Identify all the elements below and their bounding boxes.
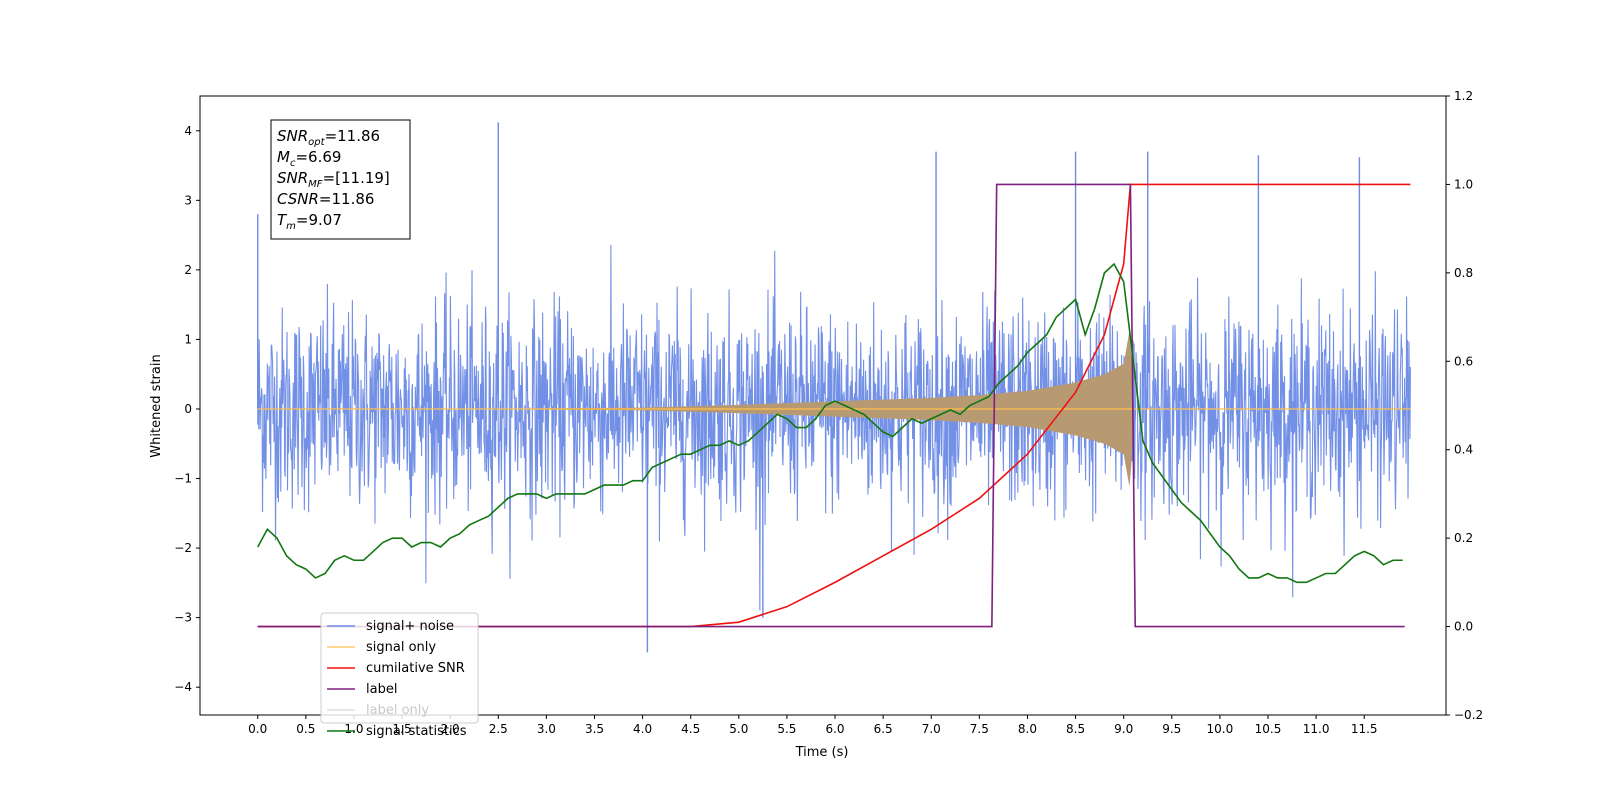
x-tick-label: 7.0 [922,722,941,736]
y-tick-label: −1 [174,472,192,486]
x-tick-label: 1.5 [393,722,412,736]
legend-label: label [366,682,397,697]
x-tick-label: 5.0 [729,722,748,736]
y-tick-label: −2 [174,541,192,555]
x-tick-label: 4.0 [633,722,652,736]
x-tick-label: 5.5 [777,722,796,736]
x-tick-label: 8.0 [1018,722,1037,736]
annotation-line: CSNR=11.86 [277,190,374,208]
y2-tick-label: 0.0 [1454,620,1473,634]
x-tick-label: 8.5 [1066,722,1085,736]
x-tick-label: 4.5 [681,722,700,736]
y2-tick-label: −0.2 [1454,708,1483,722]
y-tick-label: −4 [174,680,192,694]
y-axis-label: Whitened strain [149,354,164,457]
y-axis-left: −4 −3 −2 −1 0 1 2 3 4 [174,124,200,694]
legend-label: signal only [366,640,436,655]
x-tick-label: 6.0 [825,722,844,736]
y-tick-label: 3 [184,193,192,207]
y-tick-label: 2 [184,263,192,277]
legend-frame [320,612,479,724]
y2-tick-label: 1.0 [1454,177,1473,191]
x-tick-label: 10.5 [1255,722,1282,736]
x-tick-label: 3.5 [585,722,604,736]
x-axis-label: Time (s) [795,745,849,760]
series-lines-layer [257,183,1411,628]
legend: signal+ noise signal only cumilative SNR la… [320,612,479,739]
x-tick-label: 0.0 [248,722,267,736]
x-tick-label: 6.5 [874,722,893,736]
y-tick-label: 0 [184,402,192,416]
x-tick-label: 9.5 [1162,722,1181,736]
annotation-frame [270,119,411,240]
legend-label: signal+ noise [366,619,454,634]
x-tick-label: 0.5 [296,722,315,736]
x-tick-label: 2.0 [441,722,460,736]
annotation-line: SNRMF=[11.19] [277,169,390,190]
annotation-line: Mc=6.69 [277,148,341,169]
label-line [257,183,1405,628]
y2-tick-label: 0.8 [1454,266,1473,280]
y2-tick-label: 0.2 [1454,531,1473,545]
x-tick-label: 11.0 [1303,722,1330,736]
x-tick-label: 11.5 [1351,722,1378,736]
y-tick-label: 4 [184,124,192,138]
x-tick-label: 1.0 [344,722,363,736]
x-tick-label: 2.5 [489,722,508,736]
stats-annotation-box: SNRopt=11.86Mc=6.69SNRMF=[11.19]CSNR=11.… [270,119,411,240]
y-tick-label: 1 [184,332,192,346]
x-axis: 0.0 0.5 1.0 1.5 2.0 2.5 3.0 3.5 4.0 4.5 5.0 5.5 6.0 6… [248,715,1378,736]
y2-tick-label: 0.4 [1454,443,1473,457]
x-tick-label: 10.0 [1207,722,1234,736]
x-tick-label: 7.5 [970,722,989,736]
x-tick-label: 9.0 [1114,722,1133,736]
x-tick-label: 3.0 [537,722,556,736]
signal-statistics-line [257,262,1403,584]
cumulative-snr-line [257,183,1411,628]
annotation-line: Tm=9.07 [277,211,342,232]
legend-label: signal statistics [366,724,467,739]
legend-label: cumilative SNR [366,661,465,676]
signal-only-layer [257,330,1411,487]
y-axis-right: −0.2 0.0 0.2 0.4 0.6 0.8 1.0 1.2 [1446,89,1483,722]
annotation-line: SNRopt=11.86 [277,127,380,148]
y2-tick-label: 0.6 [1454,354,1473,368]
y2-tick-label: 1.2 [1454,89,1473,103]
plot-frame [199,95,1447,716]
legend-label: label only [366,703,429,718]
y-tick-label: −3 [174,611,192,625]
